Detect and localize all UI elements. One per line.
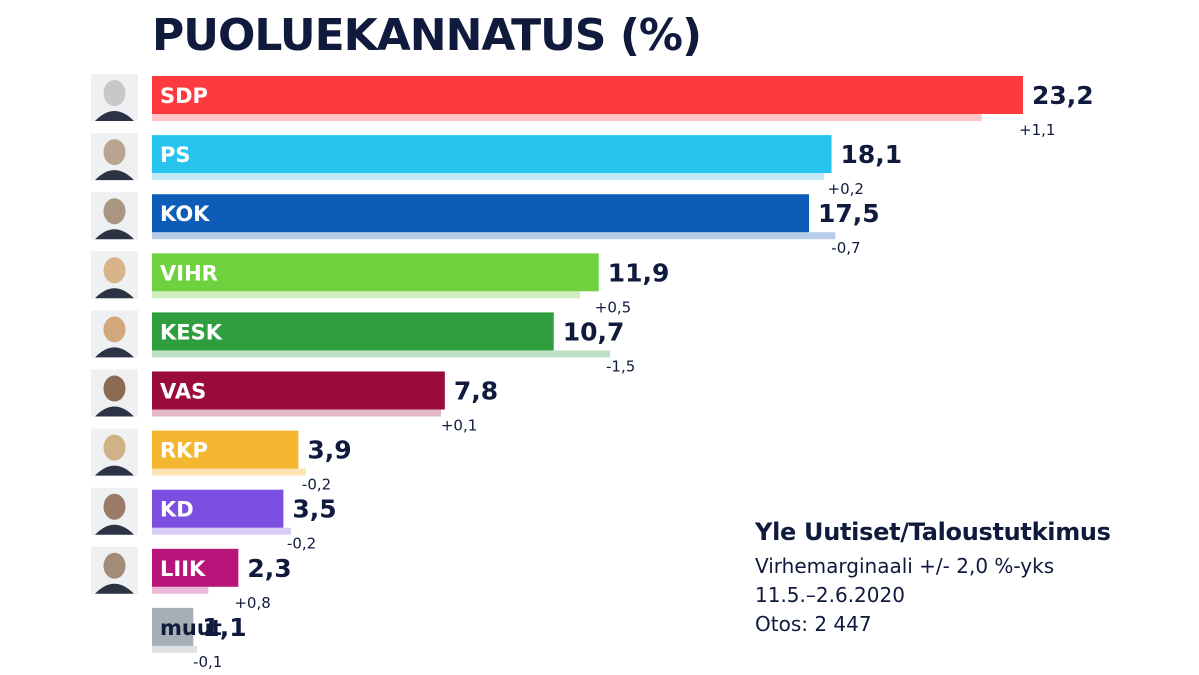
- portrait-kok-icon: [91, 192, 138, 240]
- value-label-ps: 18,1: [841, 140, 903, 169]
- previous-bar-rkp: [152, 468, 306, 476]
- bar-kd: [152, 489, 284, 528]
- chart-title: PUOLUEKANNATUS (%): [152, 10, 702, 61]
- previous-bar-sdp: [152, 114, 982, 121]
- value-label-rkp: 3,9: [307, 436, 351, 465]
- portrait-shoulders: [95, 465, 134, 476]
- sample-size: Otos: 2 447: [755, 612, 872, 636]
- change-label-ps: +0,2: [828, 180, 864, 198]
- portrait-shoulders: [95, 229, 134, 240]
- change-label-muut: -0,1: [193, 653, 222, 671]
- portrait-head: [103, 198, 126, 225]
- portrait-kd-icon: [91, 487, 138, 535]
- bar-ps: [152, 135, 832, 174]
- previous-bar-liik: [152, 586, 209, 594]
- bar-label-sdp: SDP: [160, 84, 208, 108]
- bar-label-rkp: RKP: [160, 439, 208, 463]
- portrait-head: [103, 316, 126, 343]
- previous-bar-vas: [152, 409, 442, 417]
- portrait-head: [103, 257, 126, 284]
- bar-label-liik: LIIK: [160, 557, 206, 581]
- bar-vas: [152, 371, 445, 410]
- previous-bar-muut: [152, 645, 198, 653]
- value-label-liik: 2,3: [247, 554, 291, 583]
- value-label-kesk: 10,7: [563, 317, 625, 346]
- previous-bar-kok: [152, 232, 836, 240]
- portrait-shoulders: [95, 524, 134, 535]
- bar-label-vihr: VIHR: [160, 261, 218, 285]
- change-label-vas: +0,1: [441, 417, 477, 435]
- portrait-shoulders: [95, 583, 134, 594]
- change-label-kesk: -1,5: [606, 357, 635, 375]
- bar-label-muut: muut: [160, 616, 222, 640]
- portrait-head: [103, 375, 126, 402]
- survey-period: 11.5.–2.6.2020: [755, 583, 905, 607]
- value-label-vas: 7,8: [454, 377, 498, 406]
- change-label-kd: -0,2: [287, 535, 316, 553]
- previous-bar-kesk: [152, 350, 611, 358]
- portrait-head: [103, 139, 126, 166]
- bar-rkp: [152, 430, 299, 469]
- portrait-kesk-icon: [91, 310, 138, 358]
- bar-label-kesk: KESK: [160, 320, 223, 344]
- margin-of-error: Virhemarginaali +/- 2,0 %-yks: [755, 554, 1055, 578]
- bar-label-vas: VAS: [160, 380, 206, 404]
- bar-label-ps: PS: [160, 143, 191, 167]
- change-label-rkp: -0,2: [302, 476, 331, 494]
- portrait-liik-icon: [91, 546, 138, 594]
- bar-vihr: [152, 253, 599, 292]
- value-label-kd: 3,5: [292, 495, 336, 524]
- portrait-shoulders: [95, 406, 134, 417]
- bar-label-kok: KOK: [160, 202, 210, 226]
- value-label-sdp: 23,2: [1032, 81, 1094, 110]
- previous-bar-vihr: [152, 291, 580, 299]
- portrait-shoulders: [95, 347, 134, 358]
- portrait-sdp-icon: [91, 74, 138, 121]
- portrait-vihr-icon: [91, 251, 138, 299]
- value-label-kok: 17,5: [818, 199, 880, 228]
- change-label-vihr: +0,5: [595, 298, 631, 316]
- portrait-ps-icon: [91, 133, 138, 181]
- bar-muut: [152, 607, 194, 646]
- bar-sdp: [152, 76, 1023, 114]
- portrait-shoulders: [95, 288, 134, 299]
- portrait-head: [103, 493, 126, 520]
- change-label-liik: +0,8: [234, 594, 270, 612]
- bar-liik: [152, 548, 239, 587]
- portrait-head: [103, 80, 126, 106]
- bar-kok: [152, 194, 810, 233]
- portrait-head: [103, 434, 126, 461]
- bar-label-kd: KD: [160, 498, 194, 522]
- source-info: Yle Uutiset/Taloustutkimus Virhemarginaa…: [755, 518, 1111, 639]
- previous-bar-kd: [152, 527, 291, 535]
- portrait-rkp-icon: [91, 428, 138, 476]
- change-label-kok: -0,7: [831, 239, 860, 257]
- portrait-head: [103, 552, 126, 579]
- change-label-sdp: +1,1: [1019, 121, 1055, 139]
- portrait-shoulders: [95, 111, 134, 121]
- value-label-vihr: 11,9: [608, 258, 670, 287]
- portrait-shoulders: [95, 170, 134, 181]
- portrait-vas-icon: [91, 369, 138, 417]
- source-title: Yle Uutiset/Taloustutkimus: [755, 518, 1111, 546]
- value-label-muut: 1,1: [202, 613, 246, 642]
- previous-bar-ps: [152, 173, 825, 181]
- bar-kesk: [152, 312, 554, 351]
